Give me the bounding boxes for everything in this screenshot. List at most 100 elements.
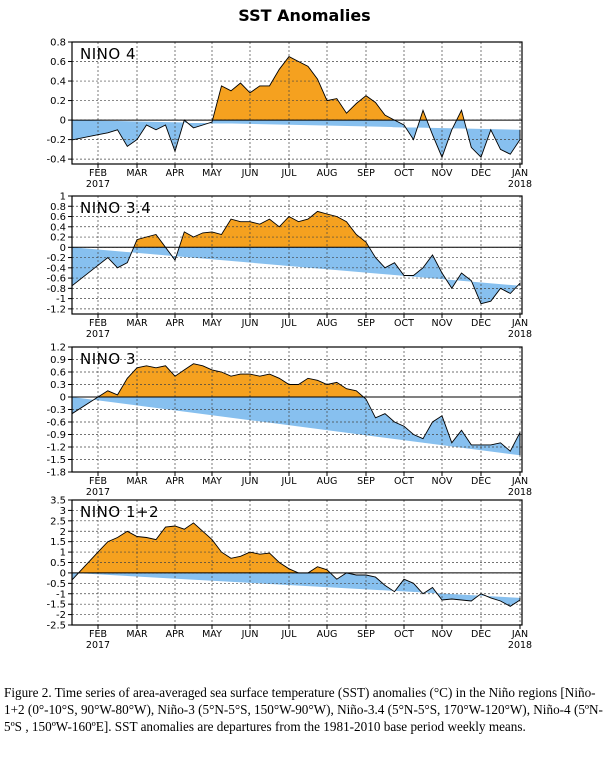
x-month-label: DEC [471,168,491,179]
x-month-label: SEP [357,318,375,329]
anomaly-line [72,56,521,159]
figure-title: SST Anomalies [238,6,371,25]
y-tick-label: 0.5 [50,558,66,569]
y-tick-label: 0 [60,116,66,127]
y-tick-label: 1.2 [50,343,66,354]
x-month-label: DEC [471,318,491,329]
y-tick-label: -0.5 [46,579,66,590]
x-month-label: MAR [126,168,148,179]
x-month-label: JUL [280,318,297,329]
x-month-label: MAY [202,168,222,179]
x-year-label: 2017 [86,329,110,340]
x-month-label: OCT [394,476,414,487]
y-tick-label: -0.6 [46,274,66,285]
x-month-label: NOV [432,629,453,640]
x-month-label: APR [166,318,185,329]
x-year-label: 2018 [508,487,532,498]
y-tick-label: -0.3 [46,405,66,416]
x-month-label: JUN [241,476,259,487]
x-month-label: OCT [394,318,414,329]
x-year-label: 2017 [86,487,110,498]
y-tick-label: -1.5 [46,600,66,611]
y-tick-label: 0.9 [50,355,66,366]
positive-anomaly-area [72,56,465,121]
y-tick-label: 1 [60,548,66,559]
y-tick-label: 0 [60,393,66,404]
y-tick-label: 0.6 [50,212,66,223]
x-month-label: OCT [394,629,414,640]
x-month-label: SEP [357,168,375,179]
panel-label: NINO 3 [80,350,136,368]
y-tick-label: -2 [56,610,66,621]
x-month-label: APR [166,168,185,179]
y-tick-label: 3.5 [50,496,66,507]
y-tick-label: -0.4 [46,155,66,166]
x-month-label: DEC [471,476,491,487]
x-month-label: JAN [511,318,528,329]
y-tick-label: 1 [60,192,66,203]
x-month-label: AUG [317,168,338,179]
panel-frame [71,195,523,315]
positive-anomaly-area [72,211,370,248]
y-tick-label: -1.2 [46,443,66,454]
x-month-label: JUL [280,476,297,487]
y-tick-label: -1.2 [46,304,66,315]
chart-panel-4: -2.5-2-1.5-1-0.500.511.522.533.5 FEB MAR AP… [46,496,532,652]
x-year-label: 2017 [86,640,110,651]
x-month-label: SEP [357,629,375,640]
y-tick-label: -2.5 [46,621,66,632]
x-year-label: 2017 [86,179,110,190]
y-tick-label: 0 [60,243,66,254]
x-month-label: FEB [89,629,107,640]
y-tick-label: -1 [56,294,66,305]
x-month-label: JUN [241,318,259,329]
anomaly-line [72,363,521,456]
figure-caption: Figure 2. Time series of area-averaged s… [4,685,603,734]
chart-panel-1: -0.4 -0.2 0 0.2 0.4 0.6 0.8 FEB MAR APR MAY JUN JUL A… [46,38,532,191]
x-month-label: NOV [432,168,453,179]
y-tick-label: 2.5 [50,516,66,527]
x-month-label: AUG [317,629,338,640]
y-tick-label: 0.4 [50,222,66,233]
y-tick-label: 0.8 [50,202,66,213]
y-tick-label: -1 [56,589,66,600]
y-tick-label: 3 [60,506,66,517]
x-month-label: APR [166,476,185,487]
y-tick-label: 0.2 [50,233,66,244]
y-tick-label: 0.6 [50,57,66,68]
x-month-label: DEC [471,629,491,640]
chart-panel-3: -1.8 -1.5-1.2 -0.9-0.6 -0.30 0.30.6 0.91.2 FEB… [46,343,532,499]
y-tick-label: -0.2 [46,135,66,146]
x-month-label: FEB [89,318,107,329]
y-tick-label: 1.5 [50,537,66,548]
anomaly-line [72,210,521,305]
x-month-label: MAR [126,629,148,640]
x-month-label: AUG [317,476,338,487]
y-tick-label: -1.8 [46,468,66,479]
x-month-label: JUN [241,168,259,179]
x-month-label: JAN [511,476,528,487]
positive-anomaly-area [78,522,347,573]
negative-anomaly-area [72,120,520,158]
x-month-label: SEP [357,476,375,487]
x-month-label: FEB [89,476,107,487]
y-tick-label: 0.3 [50,380,66,391]
panel-frame [71,41,523,165]
y-tick-label: -1.5 [46,455,66,466]
chart-panel-2: -1.2-1-0.8-0.6-0.4-0.200.20.40.60.81 FEB M… [46,192,532,341]
panel-label: NINO 1+2 [80,503,159,521]
x-month-label: JAN [511,168,528,179]
x-month-label: MAY [202,629,222,640]
x-month-label: JUL [280,168,297,179]
x-month-label: MAY [202,318,222,329]
x-month-label: OCT [394,168,414,179]
y-tick-label: 0.2 [50,96,66,107]
x-year-label: 2018 [508,329,532,340]
y-tick-label: -0.4 [46,263,66,274]
y-tick-label: 0.6 [50,368,66,379]
y-tick-label: -0.8 [46,284,66,295]
y-tick-label: -0.2 [46,253,66,264]
x-year-label: 2018 [508,179,532,190]
y-tick-label: 0 [60,568,66,579]
